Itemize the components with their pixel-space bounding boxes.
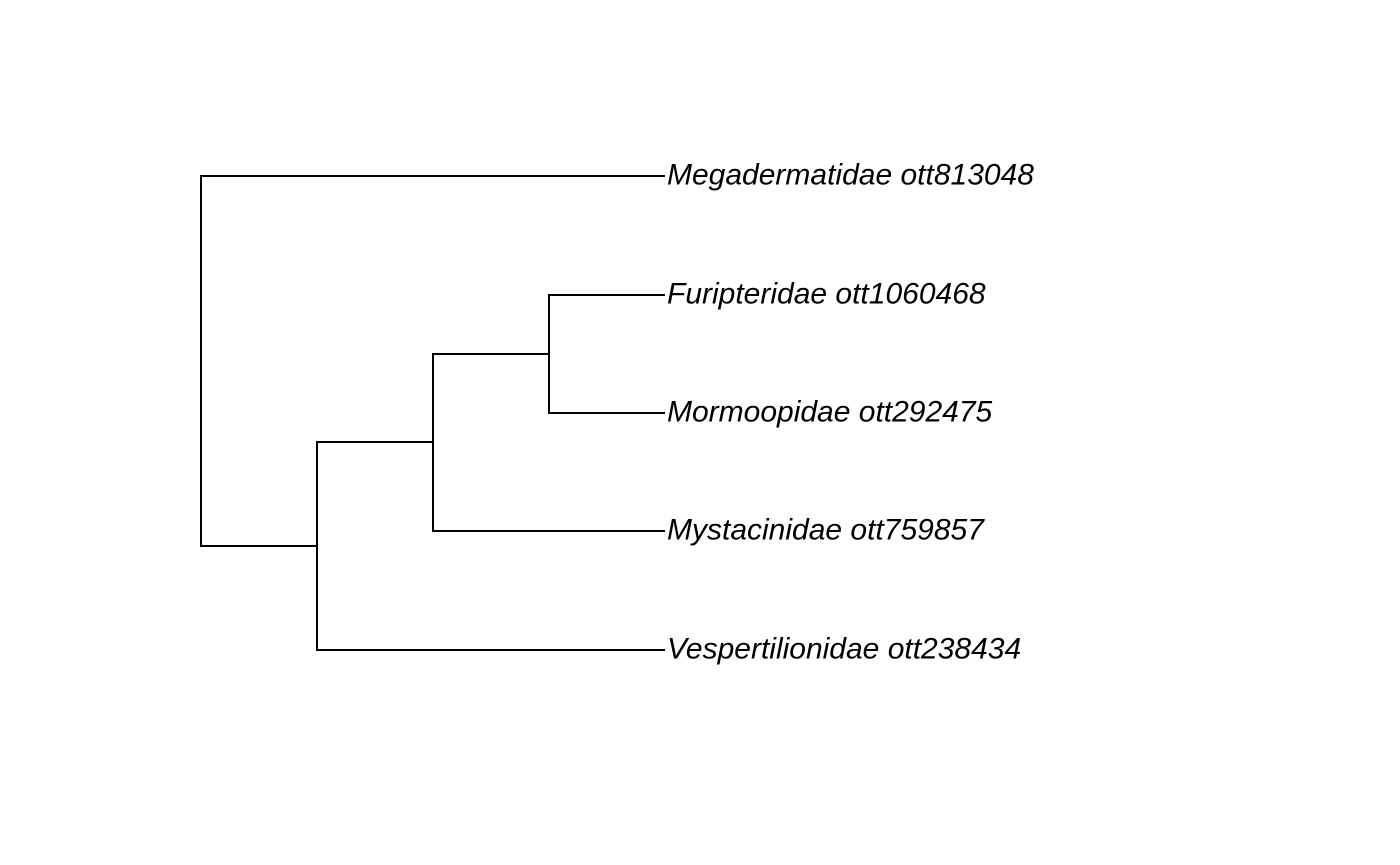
tip-label-vespertilionidae: Vespertilionidae ott238434 xyxy=(667,633,1021,666)
tip-label-furipteridae: Furipteridae ott1060468 xyxy=(667,278,986,311)
tip-label-mormoopidae: Mormoopidae ott292475 xyxy=(667,396,993,429)
tree-branches xyxy=(200,175,665,651)
tip-label-mystacinidae: Mystacinidae ott759857 xyxy=(667,514,985,547)
tip-label-megadermatidae: Megadermatidae ott813048 xyxy=(667,159,1034,192)
